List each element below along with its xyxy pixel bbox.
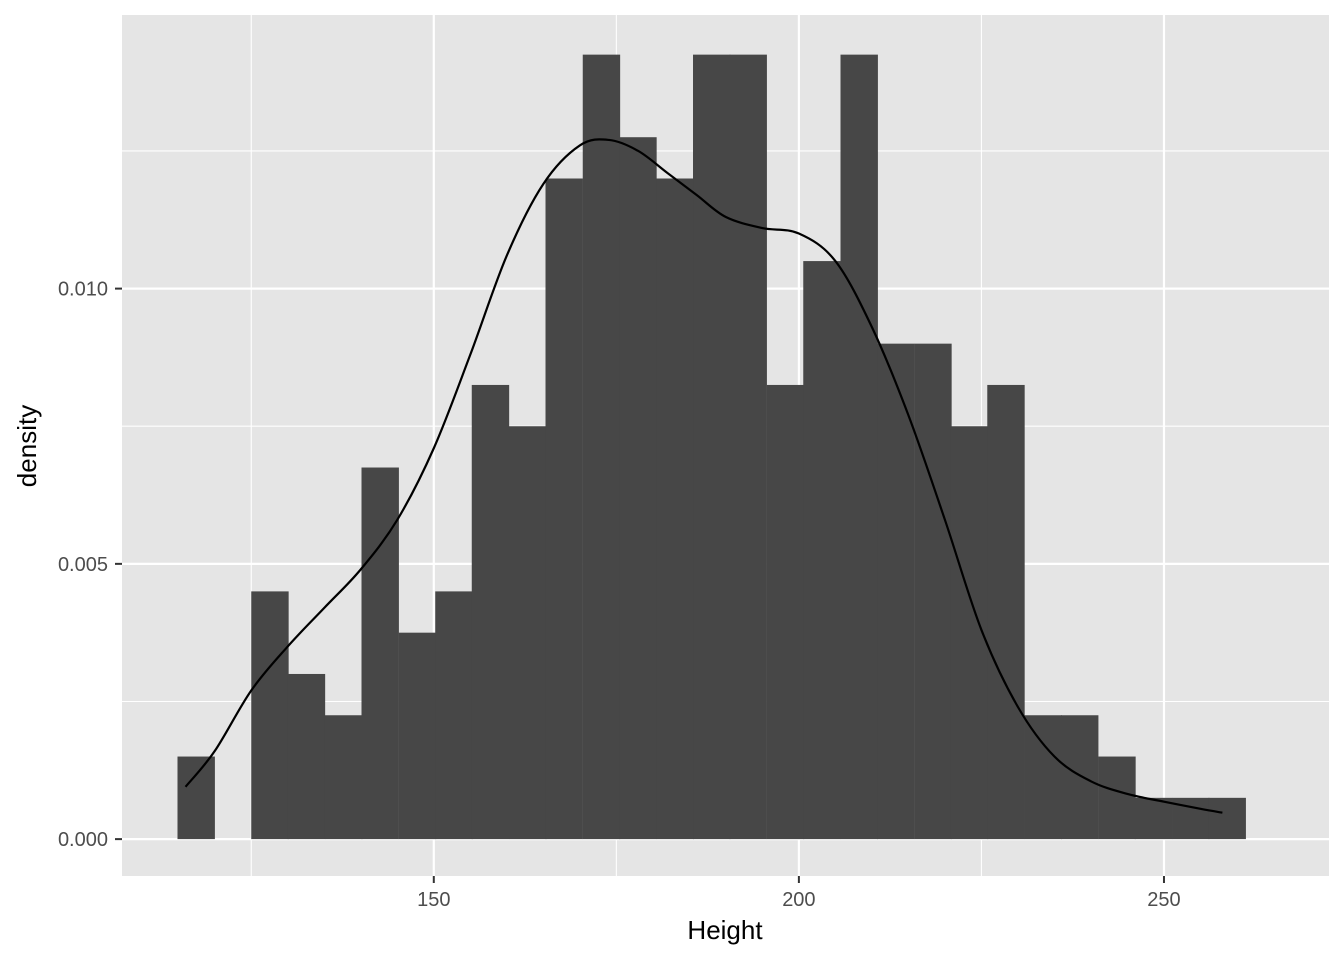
histogram-bar	[582, 54, 621, 840]
y-axis: 0.000 0.005 0.010	[58, 279, 122, 851]
histogram-bar	[656, 178, 694, 840]
histogram-bar	[1098, 756, 1136, 840]
histogram-bar	[435, 591, 473, 840]
histogram-bar	[251, 591, 289, 840]
histogram-bar	[287, 673, 326, 840]
histogram-bar	[1134, 797, 1173, 840]
y-tick-label: 0.000	[58, 829, 108, 851]
histogram-bar	[693, 54, 731, 840]
histogram-bar	[1024, 715, 1062, 840]
density-curve-group	[184, 138, 1223, 814]
histogram-bar	[729, 54, 767, 840]
histogram-bar	[840, 54, 878, 840]
histogram-bar	[177, 756, 215, 840]
y-tick-label: 0.005	[58, 554, 108, 576]
histogram-bar	[324, 715, 363, 840]
histogram-bar	[545, 178, 583, 840]
y-tick-label: 0.010	[58, 279, 108, 301]
x-tick-label: 200	[782, 889, 815, 911]
histogram-bar	[1061, 715, 1099, 840]
y-axis-title: density	[12, 405, 42, 487]
histogram-bars	[177, 54, 1246, 840]
histogram-bar	[766, 384, 805, 840]
x-tick-label: 250	[1147, 889, 1180, 911]
histogram-bar	[1208, 797, 1246, 840]
histogram-bar	[877, 343, 915, 840]
x-axis: 150 200 250	[417, 876, 1181, 911]
x-axis-title: Height	[687, 915, 763, 945]
x-tick-label: 150	[417, 889, 450, 911]
histogram-bar	[398, 632, 437, 840]
histogram-bar	[361, 467, 399, 840]
histogram-bar	[987, 384, 1025, 840]
histogram-bar	[619, 137, 657, 840]
histogram-bar	[471, 384, 510, 840]
histogram-bar	[803, 261, 841, 840]
histogram-bar	[508, 426, 547, 840]
histogram-bar	[914, 343, 952, 840]
density-curve	[184, 138, 1223, 814]
